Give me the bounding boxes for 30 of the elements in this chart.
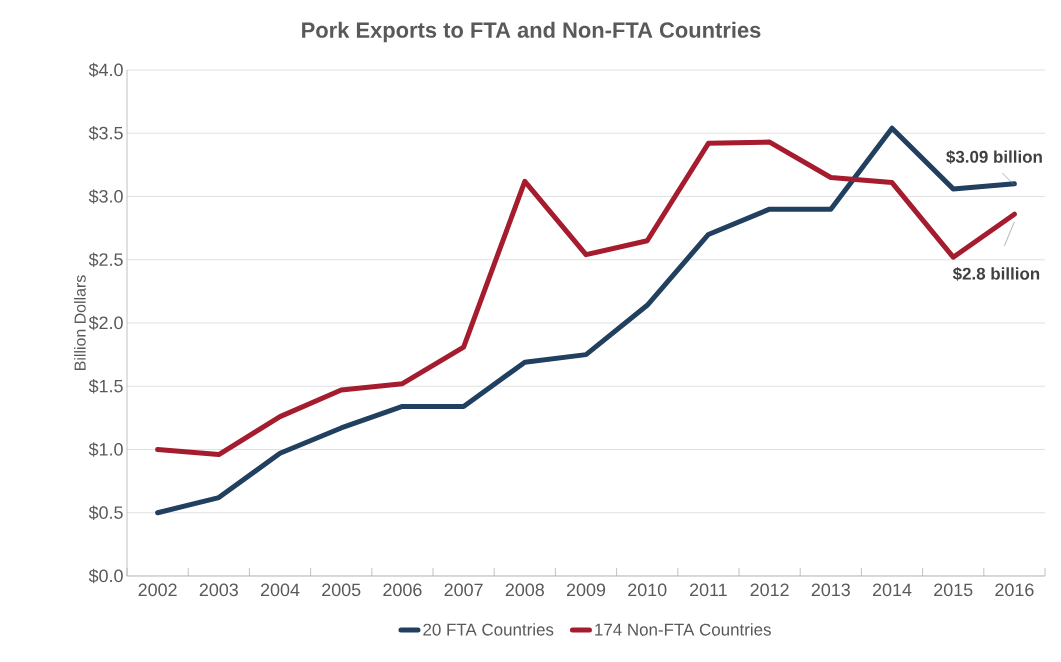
x-tick-label: 2015: [934, 583, 973, 597]
x-tick-label: 2009: [566, 583, 606, 597]
legend-label: 20 FTA Countries: [423, 623, 554, 636]
y-tick-label: $3.5: [88, 125, 123, 141]
x-tick-label: 2005: [322, 583, 361, 597]
x-tick-label: 2003: [199, 583, 238, 597]
chart-title: Pork Exports to FTA and Non-FTA Countries: [302, 21, 761, 43]
y-tick-label: $0.0: [88, 568, 123, 584]
x-tick-label: 2004: [260, 583, 300, 597]
x-tick-label: 2010: [628, 583, 667, 597]
y-tick-label: $2.0: [88, 315, 123, 331]
x-tick-label: 2002: [138, 583, 177, 597]
y-tick-label: $4.0: [88, 62, 123, 78]
y-tick-label: $2.5: [88, 252, 123, 267]
x-tick-label: 2012: [750, 583, 789, 597]
y-tick-label: $1.0: [88, 442, 123, 457]
y-tick-label: $1.5: [88, 378, 123, 394]
legend-label: 174 Non-FTA Countries: [595, 623, 771, 636]
annotation: $2.8 billion: [952, 266, 1040, 281]
y-axis-title: Billion Dollars: [74, 275, 86, 370]
x-tick-label: 2011: [690, 583, 727, 597]
x-tick-label: 2006: [383, 583, 422, 597]
x-tick-label: 2013: [811, 583, 850, 597]
x-tick-label: 2007: [444, 583, 483, 597]
y-tick-label: $3.0: [88, 189, 123, 204]
x-tick-label: 2008: [505, 583, 544, 597]
x-tick-label: 2016: [995, 583, 1034, 597]
annotation: $3.09 billion: [946, 150, 1042, 164]
x-tick-label: 2014: [872, 583, 912, 597]
y-tick-label: $0.5: [88, 505, 123, 520]
